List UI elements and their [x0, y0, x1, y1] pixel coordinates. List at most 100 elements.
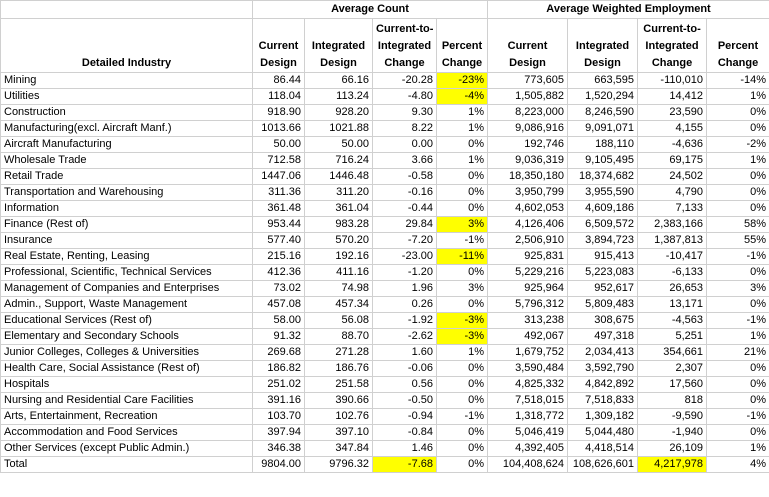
value-cell: 457.34	[304, 296, 373, 313]
value-cell: 5,809,483	[567, 296, 639, 313]
value-cell: 3,955,590	[567, 184, 639, 201]
value-cell: -10,417	[637, 248, 708, 265]
value-cell: 108,626,601	[567, 456, 639, 473]
value-cell: 0%	[706, 264, 769, 281]
value-cell: 50.00	[304, 136, 373, 153]
value-cell: 192,746	[487, 136, 569, 153]
value-cell: 3%	[706, 280, 769, 297]
value-cell: 347.84	[304, 440, 373, 457]
value-cell: 0%	[706, 296, 769, 313]
value-cell: 0%	[435, 392, 489, 409]
value-cell: 953.44	[252, 216, 305, 233]
value-cell: 58.00	[252, 312, 305, 329]
group-header-row: Average Count Average Weighted Employment	[0, 0, 769, 19]
value-cell: -3%	[435, 328, 489, 345]
value-cell: 925,831	[487, 248, 569, 265]
header-line: Integrated	[645, 40, 699, 52]
header-line: Design	[509, 57, 546, 69]
column-header: Current-to- Integrated Change	[372, 18, 437, 73]
value-cell: 1%	[435, 120, 489, 137]
industry-cell: Educational Services (Rest of)	[0, 312, 253, 329]
value-cell: 0%	[435, 424, 489, 441]
value-cell: 7,518,015	[487, 392, 569, 409]
table-row: Junior Colleges, Colleges & Universities…	[0, 344, 769, 361]
value-cell: 1,679,752	[487, 344, 569, 361]
table-row: Arts, Entertainment, Recreation 103.70 102…	[0, 408, 769, 425]
value-cell: 102.76	[304, 408, 373, 425]
header-line: Integrated	[377, 40, 432, 52]
table-row: Hospitals 251.02 251.58 0.56 0% 4,825,332 4,84…	[0, 376, 769, 393]
industry-cell: Total	[0, 456, 253, 473]
value-cell: -0.94	[372, 408, 437, 425]
value-cell: 1%	[435, 104, 489, 121]
value-cell: 457.08	[252, 296, 305, 313]
industry-cell: Other Services (except Public Admin.)	[0, 440, 253, 457]
value-cell: 23,590	[637, 104, 708, 121]
data-table: Average Count Average Weighted Employment…	[0, 0, 769, 473]
value-cell: 9.30	[372, 104, 437, 121]
value-cell: -23%	[435, 72, 489, 89]
value-cell: 5,223,083	[567, 264, 639, 281]
value-cell: 915,413	[567, 248, 639, 265]
value-cell: 8,223,000	[487, 104, 569, 121]
value-cell: 397.10	[304, 424, 373, 441]
value-cell: 2,383,166	[637, 216, 708, 233]
value-cell: -0.58	[372, 168, 437, 185]
table-row: Total 9804.00 9796.32 -7.68 0% 104,408,624 108…	[0, 456, 769, 473]
value-cell: 1.60	[372, 344, 437, 361]
value-cell: 74.98	[304, 280, 373, 297]
value-cell: 73.02	[252, 280, 305, 297]
value-cell: 3,950,799	[487, 184, 569, 201]
table-row: Insurance 577.40 570.20 -7.20 -1% 2,506,910 3,…	[0, 232, 769, 249]
value-cell: 4%	[706, 456, 769, 473]
value-cell: 411.16	[304, 264, 373, 281]
value-cell: 0%	[706, 424, 769, 441]
value-cell: -1.20	[372, 264, 437, 281]
value-cell: 4,126,406	[487, 216, 569, 233]
column-header: Current-to- Integrated Change	[637, 18, 708, 73]
table-row: Elementary and Secondary Schools 91.32 88.…	[0, 328, 769, 345]
value-cell: 918.90	[252, 104, 305, 121]
table-body: Average Count Average Weighted Employment…	[0, 0, 769, 473]
value-cell: 7,133	[637, 200, 708, 217]
value-cell: 354,661	[637, 344, 708, 361]
industry-cell: Elementary and Secondary Schools	[0, 328, 253, 345]
value-cell: -14%	[706, 72, 769, 89]
value-cell: 91.32	[252, 328, 305, 345]
value-cell: 188,110	[567, 136, 639, 153]
industry-cell: Manufacturing(excl. Aircraft Manf.)	[0, 120, 253, 137]
value-cell: 9,105,495	[567, 152, 639, 169]
value-cell: 346.38	[252, 440, 305, 457]
value-cell: 186.82	[252, 360, 305, 377]
value-cell: 570.20	[304, 232, 373, 249]
value-cell: 3,894,723	[567, 232, 639, 249]
value-cell: 4,217,978	[637, 456, 708, 473]
value-cell: 1.46	[372, 440, 437, 457]
value-cell: 56.08	[304, 312, 373, 329]
industry-cell: Wholesale Trade	[0, 152, 253, 169]
column-header: Percent Change	[706, 18, 769, 73]
header-line: Current	[258, 40, 299, 52]
table-row: Wholesale Trade 712.58 716.24 3.66 1% 9,036,3…	[0, 152, 769, 169]
value-cell: 8,246,590	[567, 104, 639, 121]
header-line: Percent	[717, 40, 759, 52]
value-cell: 0%	[706, 376, 769, 393]
table-row: Construction 918.90 928.20 9.30 1% 8,223,000 8…	[0, 104, 769, 121]
value-cell: 0%	[706, 392, 769, 409]
industry-cell: Nursing and Residential Care Facilities	[0, 392, 253, 409]
value-cell: 5,796,312	[487, 296, 569, 313]
industry-cell: Transportation and Warehousing	[0, 184, 253, 201]
value-cell: -1.92	[372, 312, 437, 329]
value-cell: 192.16	[304, 248, 373, 265]
group-header: Average Count	[251, 0, 489, 19]
value-cell: -110,010	[637, 72, 708, 89]
table-row: Nursing and Residential Care Facilities 3…	[0, 392, 769, 409]
value-cell: -7.20	[372, 232, 437, 249]
value-cell: 55%	[706, 232, 769, 249]
value-cell: 0%	[435, 264, 489, 281]
value-cell: 716.24	[304, 152, 373, 169]
value-cell: 308,675	[567, 312, 639, 329]
value-cell: 104,408,624	[487, 456, 569, 473]
table-row: Accommodation and Food Services 397.94 397…	[0, 424, 769, 441]
value-cell: 18,350,180	[487, 168, 569, 185]
